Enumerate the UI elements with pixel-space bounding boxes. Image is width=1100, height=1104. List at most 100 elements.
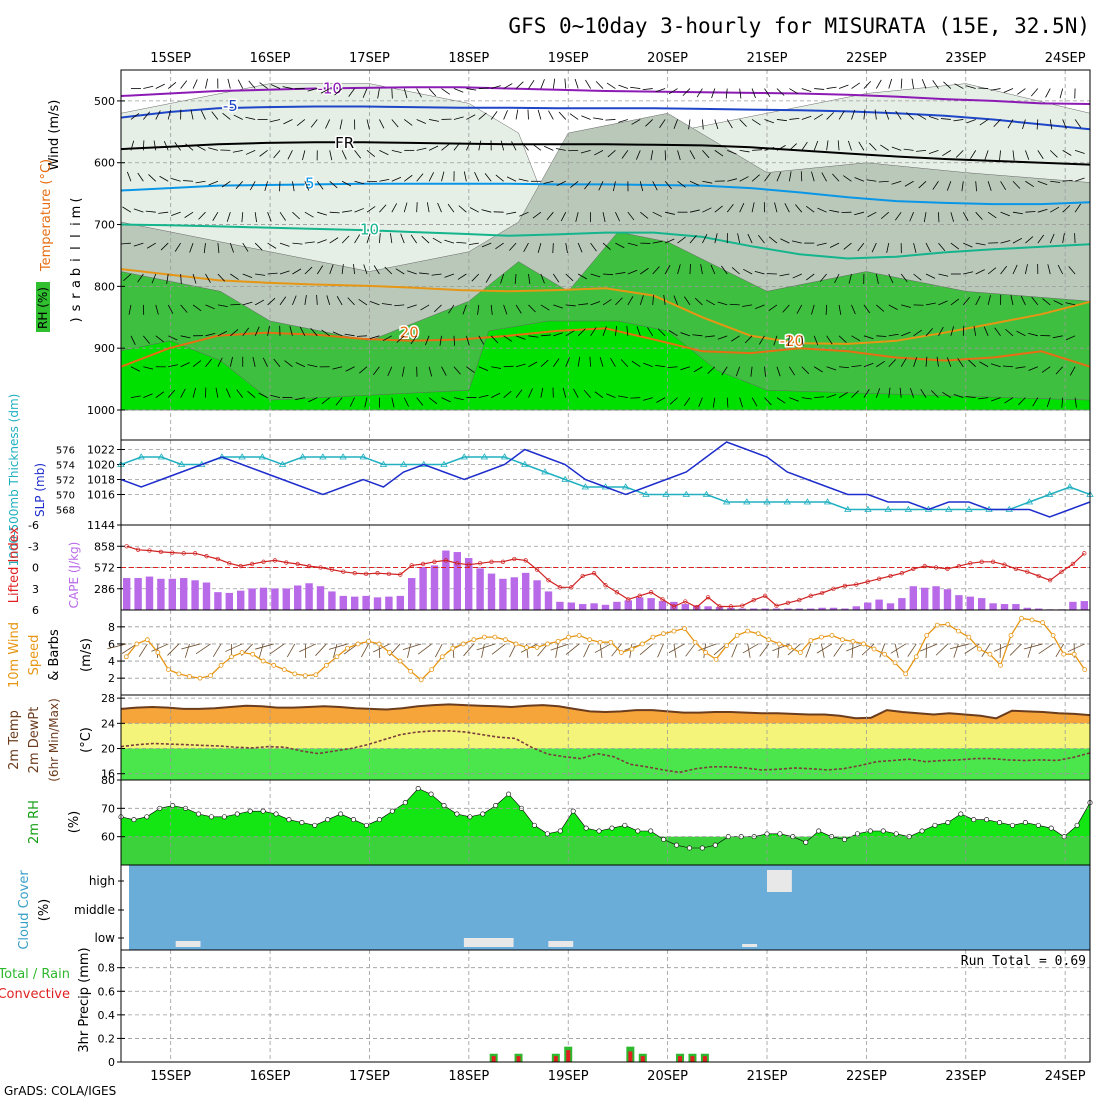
temp-ylabel-1: 2m Temp [7,710,22,770]
pressure-ylabel-letter: r [69,293,84,299]
wind10m-barb [551,644,569,650]
li-tick-label: -6 [28,519,39,532]
upper-wind-barb [528,80,534,88]
upper-wind-barb [228,79,230,89]
wind10m-marker [777,642,781,646]
wind10m-marker [661,632,665,636]
top-date-label: 20SEP [647,51,688,66]
cape-bar [226,593,233,610]
wind10m-marker [925,633,929,637]
wind10m-marker [377,642,381,646]
cape-bar [590,603,597,610]
rh-marker [946,820,950,824]
cloud-patch [176,941,201,947]
cape-bar [169,579,176,610]
cloud-patch [464,938,514,947]
rh-marker [868,829,872,833]
rh-marker [261,809,265,813]
pressure-tick-label: 900 [94,342,115,355]
rh-marker [1049,826,1053,830]
wind10m-barb [181,644,200,649]
cape-bar [989,603,996,610]
upper-wind-barb [978,88,988,89]
cape-bar [955,595,962,610]
upper-wind-barb [528,109,529,119]
temp-tick-label: 28 [101,692,115,705]
rh-marker [584,826,588,830]
wind10m-marker [293,672,297,676]
upper-wind-barb [570,114,578,120]
wind10m-marker [862,642,866,646]
wind10m-marker [145,638,149,642]
cloud-ylabel-units: (%) [37,899,52,922]
cape-bar [476,568,483,610]
cape-bar [568,603,575,610]
rh-marker [313,823,317,827]
wind10m-marker [124,655,128,659]
wind10m-barb [556,644,558,658]
cape-tick-label: 572 [94,562,115,575]
pressure-ylabel-letter: m [69,206,84,219]
wind10m-marker [398,659,402,663]
rh-marker [429,792,433,796]
wind10m-barb [908,644,916,657]
wind10m-barb [259,644,263,658]
wind10m-marker [187,674,191,678]
upper-wind-barb [876,80,881,89]
rh-marker [235,812,239,816]
wind10m-marker [451,646,455,650]
rh-marker [816,829,820,833]
cape-bar [898,598,905,610]
wind10m-marker [219,663,223,667]
isotherm-label: 20 [400,324,419,342]
wind-ylabel-4: (m/s) [79,638,94,672]
cape-bar [921,588,928,610]
cape-bar [887,603,894,610]
wind10m-barb [361,644,368,657]
rh-marker [455,812,459,816]
slp-tick-label: 1018 [87,474,115,487]
rh-marker [222,815,226,819]
wind10m-barb [732,644,738,657]
wind10m-barb [521,644,537,652]
precip-conv-bar [492,1056,496,1062]
cape-bar [385,597,392,610]
wind10m-marker [493,635,497,639]
cape-bar [875,600,882,610]
upper-wind-barb [963,326,964,336]
rh-marker [687,846,691,850]
wind10m-barb [408,644,411,658]
upper-wind-barb [357,336,367,337]
cape-bar [203,583,210,610]
wind10m-barb [255,644,274,649]
wind10m-barb [658,644,664,657]
wind10m-marker [461,642,465,646]
upper-wind-barb [548,111,553,120]
upper-wind-barb [392,89,393,99]
wind10m-marker [503,638,507,642]
chart-title: GFS 0~10day 3-hourly for MISURATA (15E, … [508,14,1090,38]
pressure-ylabel-letter: a [69,280,84,288]
upper-wind-barb [938,212,939,222]
rh-marker [661,837,665,841]
wind10m-marker [988,652,992,656]
rh-marker [506,792,510,796]
temp-tick-label: 20 [101,743,115,756]
upper-wind-barb [851,83,859,89]
rh-marker [390,809,394,813]
wind10m-marker [904,672,908,676]
temp-tick-label: 24 [101,717,115,730]
wind10m-marker [588,638,592,642]
rh-marker [481,812,485,816]
cape-bar [340,596,347,610]
upper-wind-barb [801,171,802,181]
wind10m-marker [1083,668,1087,672]
rh-marker [377,817,381,821]
rh-marker [804,840,808,844]
cape-bar [488,574,495,610]
isotherm-label: 5 [305,175,315,193]
